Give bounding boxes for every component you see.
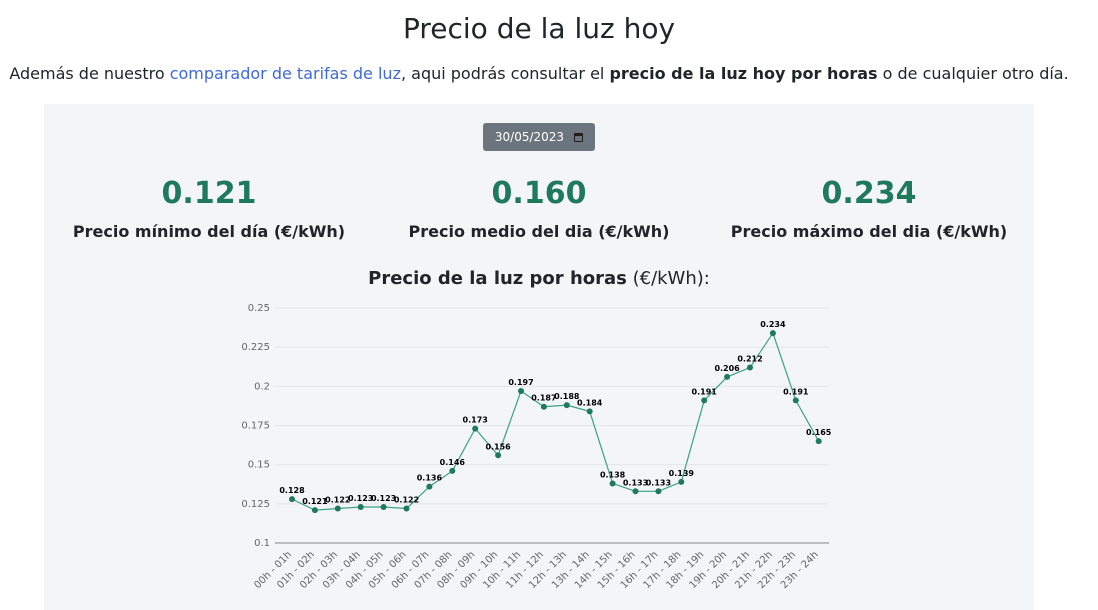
stat-avg-label: Precio medio del dia (€/kWh)	[408, 222, 670, 241]
data-point	[380, 503, 387, 510]
data-point	[586, 408, 593, 415]
data-point	[472, 425, 479, 432]
y-tick-label: 0.225	[241, 342, 270, 353]
data-label: 0.146	[440, 458, 466, 467]
data-label: 0.191	[692, 387, 718, 396]
stat-avg: 0.160 Precio medio del dia (€/kWh)	[389, 174, 689, 241]
tariff-comparator-link[interactable]: comparador de tarifas de luz	[169, 64, 401, 83]
intro-bold: precio de la luz hoy por horas	[609, 64, 878, 83]
intro-text: Además de nuestro comparador de tarifas …	[0, 64, 1078, 83]
data-label: 0.187	[531, 394, 556, 403]
data-label: 0.133	[623, 478, 648, 487]
y-tick-label: 0.2	[254, 381, 270, 392]
intro-prefix: Además de nuestro	[9, 64, 170, 83]
data-point	[655, 488, 662, 495]
chart-title: Precio de la luz por horas (€/kWh):	[44, 268, 1034, 289]
y-tick-label: 0.15	[248, 460, 270, 471]
chart-title-unit: (€/kWh):	[632, 268, 710, 289]
data-label: 0.122	[394, 496, 419, 505]
data-point	[563, 402, 570, 409]
data-label: 0.133	[646, 478, 671, 487]
series-line	[291, 331, 820, 511]
data-label: 0.191	[783, 387, 809, 396]
stat-min-label: Precio mínimo del día (€/kWh)	[72, 222, 346, 241]
stat-max-label: Precio máximo del dia (€/kWh)	[730, 222, 1008, 241]
data-label: 0.156	[485, 442, 511, 451]
data-point	[609, 480, 616, 487]
data-point	[701, 397, 708, 404]
data-label: 0.212	[737, 355, 762, 364]
data-label: 0.197	[508, 378, 533, 387]
intro-middle: , aqui podrás consultar el	[400, 64, 610, 83]
data-point	[449, 467, 456, 474]
stat-max: 0.234 Precio máximo del dia (€/kWh)	[719, 174, 1019, 241]
calendar-icon[interactable]	[574, 132, 584, 142]
chart-title-bold: Precio de la luz por horas	[368, 268, 627, 289]
data-point	[747, 364, 753, 371]
data-label: 0.165	[806, 428, 832, 437]
y-tick-label: 0.25	[248, 303, 270, 314]
y-tick-label: 0.125	[241, 499, 270, 510]
data-label: 0.128	[279, 486, 305, 495]
data-point	[792, 397, 799, 404]
data-point	[632, 488, 639, 495]
data-label: 0.184	[577, 398, 603, 407]
data-point	[357, 503, 364, 510]
y-tick-label: 0.175	[241, 421, 270, 432]
data-point	[426, 483, 433, 490]
data-point	[678, 478, 685, 485]
data-label: 0.234	[760, 320, 786, 329]
stat-min: 0.121 Precio mínimo del día (€/kWh)	[59, 174, 359, 241]
data-point	[540, 403, 547, 410]
data-point	[311, 507, 318, 514]
data-label: 0.121	[302, 497, 328, 506]
date-value: 30/05/2023	[494, 130, 565, 144]
date-picker[interactable]: 30/05/2023	[483, 123, 595, 151]
data-point	[769, 330, 776, 337]
data-label: 0.173	[463, 416, 488, 425]
data-point	[289, 496, 295, 503]
data-label: 0.136	[417, 474, 443, 483]
stat-min-value: 0.121	[161, 176, 257, 211]
page-title: Precio de la luz hoy	[402, 12, 676, 45]
data-label: 0.206	[714, 364, 740, 373]
data-point	[403, 505, 410, 512]
stat-avg-value: 0.160	[491, 176, 587, 211]
data-point	[495, 452, 502, 459]
intro-suffix: o de cualquier otro día.	[877, 64, 1069, 83]
stat-max-value: 0.234	[821, 176, 917, 211]
data-point	[334, 505, 341, 512]
data-point	[724, 373, 731, 380]
data-point	[518, 388, 524, 395]
data-label: 0.139	[669, 469, 695, 478]
data-label: 0.188	[554, 392, 580, 401]
price-panel: 30/05/2023 0.121 Precio mínimo del día (…	[44, 104, 1034, 610]
data-label: 0.123	[371, 494, 396, 503]
y-tick-label: 0.1	[254, 538, 270, 549]
data-point	[815, 438, 822, 445]
data-label: 0.122	[325, 496, 350, 505]
data-label: 0.138	[600, 470, 626, 479]
data-label: 0.123	[348, 494, 373, 503]
